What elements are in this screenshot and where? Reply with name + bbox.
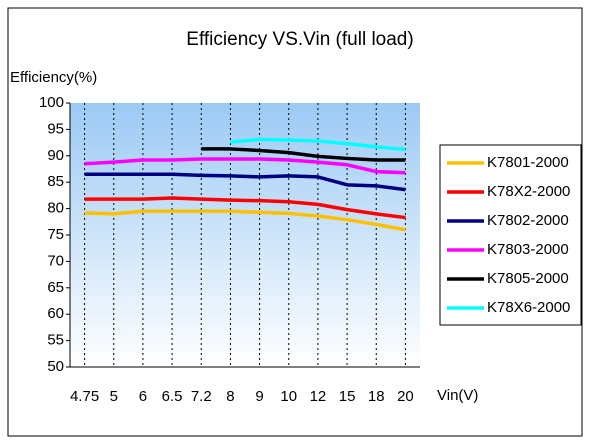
chart-title: Efficiency VS.Vin (full load) <box>186 29 413 50</box>
legend-label: K7802-2000 <box>487 212 569 229</box>
x-axis-label: Vin(V) <box>437 387 478 404</box>
y-axis-label: Efficiency(%) <box>10 69 97 86</box>
y-tick-label: 100 <box>39 94 64 111</box>
series-line <box>84 157 406 175</box>
x-tick-label: 18 <box>368 388 385 405</box>
plot-area <box>70 103 420 367</box>
series-line <box>84 172 406 192</box>
legend-label: K7801-2000 <box>487 154 569 171</box>
legend-label: K7803-2000 <box>487 241 569 258</box>
x-tick-label: 6.5 <box>162 388 183 405</box>
y-tick-label: 75 <box>47 226 64 243</box>
x-tick-label: 15 <box>339 388 356 405</box>
series-line <box>84 196 406 220</box>
y-tick-label: 95 <box>47 120 64 137</box>
x-tick-label: 8 <box>226 388 234 405</box>
y-tick-label: 70 <box>47 252 64 269</box>
x-tick-label: 5 <box>110 388 118 405</box>
y-tick-label: 60 <box>47 305 64 322</box>
legend-label: K7805-2000 <box>487 270 569 287</box>
legend-label: K78X2-2000 <box>487 183 570 200</box>
legend-box <box>439 144 582 326</box>
y-tick-label: 65 <box>47 279 64 296</box>
series-line <box>84 209 406 232</box>
y-tick-label: 90 <box>47 147 64 164</box>
y-tick-label: 85 <box>47 173 64 190</box>
x-tick-label: 7.2 <box>191 388 212 405</box>
x-tick-label: 10 <box>280 388 297 405</box>
legend-label: K78X6-2000 <box>487 299 570 316</box>
x-tick-label: 4.75 <box>70 388 99 405</box>
y-tick-label: 50 <box>47 358 64 375</box>
y-tick-label: 80 <box>47 200 64 217</box>
y-tick-label: 55 <box>47 332 64 349</box>
x-tick-label: 20 <box>397 388 414 405</box>
series-line <box>230 137 406 152</box>
x-tick-label: 12 <box>310 388 327 405</box>
series-line <box>201 147 406 162</box>
x-tick-label: 9 <box>255 388 263 405</box>
x-tick-label: 6 <box>139 388 147 405</box>
